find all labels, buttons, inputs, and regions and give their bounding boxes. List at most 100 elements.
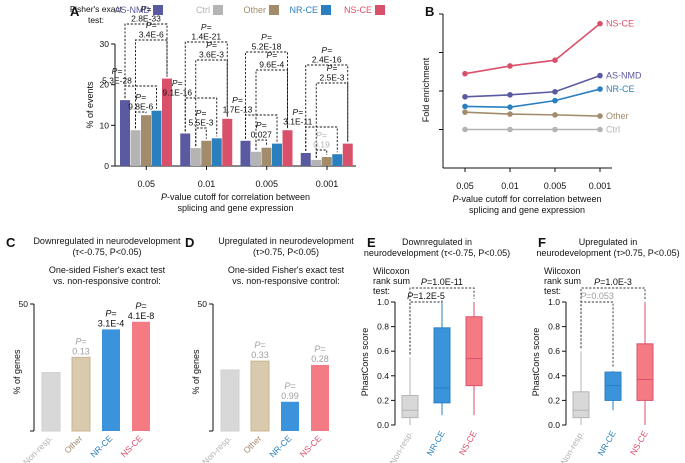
p-prefix: P= xyxy=(146,20,157,30)
test-label: test: xyxy=(373,286,390,296)
x-tick-label: 0.05 xyxy=(137,179,155,189)
panel-title: (τ>0.75, P<0.05) xyxy=(253,247,319,257)
bar xyxy=(281,401,299,431)
data-point xyxy=(597,126,603,133)
x-tick-label: 0.05 xyxy=(456,181,474,191)
x-tick-label: 0.01 xyxy=(501,181,519,191)
box xyxy=(636,343,654,401)
y-axis-label: Fold enrichment xyxy=(421,57,431,122)
legend-swatch xyxy=(153,5,163,15)
y-tick-label: 0.4 xyxy=(548,371,560,381)
significance-bracket xyxy=(305,64,349,151)
p-prefix: P= xyxy=(321,45,332,55)
data-point xyxy=(462,70,468,77)
p-prefix: P= xyxy=(206,40,217,50)
p-value-annotation: P=3.1E-11 xyxy=(283,107,312,127)
x-tick-label: NS-CE xyxy=(298,433,324,459)
box xyxy=(572,391,590,419)
data-label: 0.33 xyxy=(251,350,269,360)
test-label: rank sum xyxy=(373,276,410,286)
y-axis-label: % of events xyxy=(85,81,95,129)
data-point xyxy=(552,126,558,133)
box xyxy=(604,371,622,401)
y-tick-label: 0.0 xyxy=(548,420,560,430)
series-line xyxy=(464,74,601,98)
p-value-annotation: P=5.2E-18 xyxy=(252,32,282,52)
data-point xyxy=(597,20,603,27)
significance-bracket xyxy=(255,69,288,150)
y-tick-label: 1.0 xyxy=(377,297,389,307)
bar xyxy=(251,151,261,166)
bar xyxy=(342,143,353,166)
panel-letter: E xyxy=(367,235,376,250)
data-point xyxy=(462,103,468,110)
p-value-annotation: P=2.8E-33 xyxy=(131,4,161,24)
p-value-prefix: P= xyxy=(135,301,146,311)
panel-title: Upregulated in xyxy=(579,237,638,247)
y-tick-label: 1.0 xyxy=(548,297,560,307)
x-axis-label: P-value cutoff for correlation between xyxy=(453,194,602,204)
p-value-annotation: P=0.19 xyxy=(313,130,330,150)
legend-label: Other xyxy=(243,5,266,15)
data-point xyxy=(597,86,603,92)
p-value: 5.5E-3 xyxy=(188,118,213,128)
bar xyxy=(261,147,272,166)
panel-title: Downregulated in neurodevelopment xyxy=(33,236,181,246)
x-tick-label: NR-CE xyxy=(425,429,447,458)
p-value: 1.7E-13 xyxy=(223,105,253,115)
p-value: 3.6E-3 xyxy=(199,50,224,60)
panel-subtitle: One-sided Fisher's exact test xyxy=(228,265,345,275)
fisher-label: Fisher's exact xyxy=(70,4,123,14)
x-tick-label: 0.001 xyxy=(589,181,612,191)
p-value: 2.8E-33 xyxy=(131,14,161,24)
data-point xyxy=(597,72,603,79)
p-value: 2.5E-3 xyxy=(319,73,344,83)
significance-bracket xyxy=(184,41,228,132)
x-tick-label: Non-resp. xyxy=(558,429,585,463)
p-prefix: P= xyxy=(135,92,146,102)
series-label: NS-CE xyxy=(606,19,634,29)
panel-subtitle: vs. non-responsive control: xyxy=(53,276,161,286)
bar xyxy=(201,140,212,166)
p-prefix: P= xyxy=(256,120,267,130)
y-tick-label: 0.2 xyxy=(548,395,560,405)
bar xyxy=(282,130,293,166)
p-prefix: P= xyxy=(172,78,183,88)
bar xyxy=(300,152,311,166)
p-prefix: P= xyxy=(232,95,243,105)
p-value: 3.1E-11 xyxy=(283,117,312,127)
data-point xyxy=(462,126,468,133)
box xyxy=(465,316,483,387)
p-value-prefix: P= xyxy=(75,336,86,346)
test-label: Wilcoxon xyxy=(544,266,581,276)
p-prefix: P= xyxy=(141,4,152,14)
p-value: 0.19 xyxy=(313,140,330,150)
test-label: test: xyxy=(544,286,561,296)
data-point xyxy=(462,109,468,115)
significance-bracket xyxy=(124,23,168,99)
significance-bracket xyxy=(135,111,147,129)
significance-bracket xyxy=(580,287,646,349)
p-value-prefix: P= xyxy=(284,381,295,391)
p-value-prefix: P= xyxy=(105,308,116,318)
p-value-annotation: P=1.4E-21 xyxy=(191,22,221,42)
legend-swatch xyxy=(375,5,385,15)
significance-bracket xyxy=(135,39,168,129)
legend-swatch xyxy=(213,5,223,15)
y-tick-label: 0.0 xyxy=(377,420,389,430)
p-value: 5.3E-28 xyxy=(102,76,132,86)
y-tick-label: 0 xyxy=(104,161,109,171)
x-tick-label: Non-resp. xyxy=(200,433,233,463)
bar xyxy=(162,78,172,166)
bar xyxy=(272,143,282,166)
y-tick-label: 50 xyxy=(19,299,29,309)
p-value-annotation: P=9.6E-4 xyxy=(259,50,284,70)
x-tick-label: NS-CE xyxy=(119,433,145,459)
bar xyxy=(130,130,141,166)
x-tick-label: 0.01 xyxy=(198,179,216,189)
y-tick-label: 0.8 xyxy=(377,322,389,332)
bar xyxy=(222,118,233,166)
bar xyxy=(120,100,130,166)
series-label: AS-NMD xyxy=(606,71,642,81)
p-value: 1.4E-21 xyxy=(191,32,221,42)
